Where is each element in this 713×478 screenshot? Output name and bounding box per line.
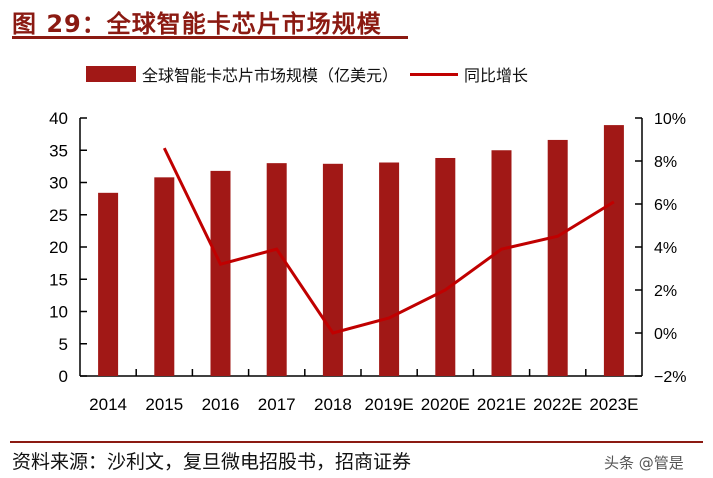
bar: [547, 139, 568, 376]
x-tick-label: 2019E: [365, 395, 414, 414]
bar: [435, 157, 456, 376]
x-tick-label: 2018: [314, 395, 352, 414]
axis-labels: 0 5 10 15 20 25 30 35 40 −2% 0% 2% 4% 6% 8% 10% 2014 2015…: [49, 109, 686, 414]
x-tick-label: 2014: [89, 395, 127, 414]
y-right-tick-label: −2%: [654, 369, 686, 386]
y-right-tick-label: 6%: [654, 197, 677, 214]
bar: [210, 170, 231, 376]
y-left-tick-label: 15: [49, 270, 68, 289]
x-tick-label: 2017: [258, 395, 296, 414]
bar: [322, 163, 343, 376]
x-tick-label: 2023E: [589, 395, 638, 414]
y-left-tick-label: 35: [49, 141, 68, 160]
bar: [98, 192, 119, 376]
y-left-tick-label: 30: [49, 174, 68, 193]
y-right-tick-label: 2%: [654, 283, 677, 300]
y-right-tick-label: 0%: [654, 326, 677, 343]
legend-bar-label: 全球智能卡芯片市场规模（亿美元）: [142, 66, 399, 85]
x-tick-label: 2021E: [477, 395, 526, 414]
source-divider: [10, 441, 703, 443]
legend-bar-swatch: [86, 66, 136, 82]
chart-title: 图 29：全球智能卡芯片市场规模: [12, 10, 382, 38]
y-left-tick-label: 25: [49, 206, 68, 225]
source-note: 资料来源：沙利文，复旦微电招股书，招商证券: [12, 451, 412, 473]
bar: [491, 150, 512, 376]
x-tick-label: 2022E: [533, 395, 582, 414]
bar: [379, 162, 400, 376]
y-left-tick-label: 0: [59, 367, 68, 386]
bar: [603, 125, 624, 376]
x-tick-label: 2020E: [421, 395, 470, 414]
x-tick-label: 2016: [202, 395, 240, 414]
x-tick-label: 2015: [145, 395, 183, 414]
bar: [266, 163, 287, 376]
legend: 全球智能卡芯片市场规模（亿美元） 同比增长: [86, 62, 528, 86]
y-left-tick-label: 40: [49, 109, 68, 128]
y-left-tick-label: 20: [49, 238, 68, 257]
title-underline: [12, 36, 408, 39]
y-right-tick-label: 4%: [654, 240, 677, 257]
y-right-tick-label: 8%: [654, 154, 677, 171]
line-series: [162, 147, 615, 335]
growth-line: [162, 147, 615, 335]
legend-line-label: 同比增长: [464, 66, 529, 85]
bar: [154, 177, 175, 376]
y-right-tick-label: 10%: [654, 111, 686, 128]
bar-series: [98, 125, 624, 376]
watermark: 头条 @管是: [604, 454, 684, 472]
y-left-tick-label: 10: [49, 303, 68, 322]
legend-line-swatch: [410, 72, 459, 76]
y-left-tick-label: 5: [59, 335, 68, 354]
